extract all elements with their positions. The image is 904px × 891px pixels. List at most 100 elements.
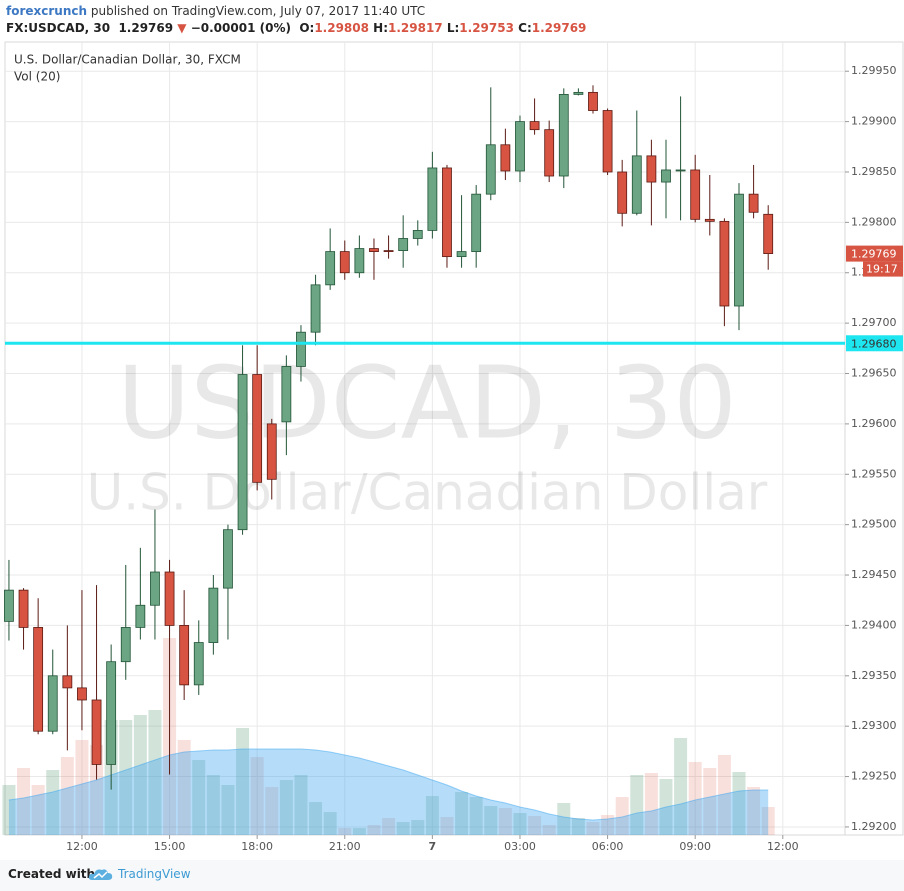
candle-body xyxy=(208,587,219,643)
level-label-box xyxy=(846,335,903,352)
y-tick-label: 1.29700 xyxy=(851,316,897,329)
candle-body xyxy=(748,193,759,213)
x-tick-label: 12:00 xyxy=(66,840,98,853)
volume-bar xyxy=(250,757,264,835)
header: forexcrunch published on TradingView.com… xyxy=(6,3,586,37)
volume-bar xyxy=(367,825,381,835)
candle-body xyxy=(675,169,686,172)
candle-body xyxy=(62,675,73,689)
candle-body xyxy=(515,121,525,172)
x-tick-label: 7 xyxy=(429,840,437,853)
candle-body xyxy=(237,374,248,531)
candle-body xyxy=(704,218,715,222)
watermark: USDCAD, 30 xyxy=(117,344,737,461)
author[interactable]: forexcrunch xyxy=(6,4,88,18)
volume-bar xyxy=(338,828,352,835)
volume-bar xyxy=(761,807,775,835)
volume-bar xyxy=(279,780,293,835)
volume-bar xyxy=(528,816,542,835)
symbol: FX:USDCAD, 30 xyxy=(6,21,111,35)
ohlc-value: 1.29769 xyxy=(531,21,587,35)
candle-body xyxy=(252,374,263,483)
candle-body xyxy=(354,248,365,274)
volume-bar xyxy=(732,772,746,835)
volume-bar xyxy=(586,822,600,835)
y-tick-label: 1.29500 xyxy=(851,518,897,531)
volume-bar xyxy=(674,738,688,835)
created-with: Created with xyxy=(8,867,96,881)
y-tick-label: 1.29850 xyxy=(851,165,897,178)
volume-bar xyxy=(177,740,191,835)
header-line: forexcrunch published on TradingView.com… xyxy=(6,3,586,20)
ohlc-label: H: xyxy=(373,21,388,35)
countdown-label: 19:17 xyxy=(866,263,898,276)
volume-bar xyxy=(557,803,571,835)
candle-body xyxy=(617,171,628,214)
candle-body xyxy=(500,144,511,172)
volume-label: Vol (20) xyxy=(14,70,60,84)
candle-body xyxy=(558,93,569,177)
ohlc-label: C: xyxy=(518,21,532,35)
volume-bar xyxy=(236,728,250,835)
candle-body xyxy=(485,144,496,195)
volume-bar xyxy=(2,785,16,835)
ohlc-value: 1.29808 xyxy=(314,21,369,35)
volume-bar xyxy=(747,787,761,835)
x-tick-label: 15:00 xyxy=(154,840,186,853)
ohlc-label: L: xyxy=(446,21,460,35)
x-tick-label: 09:00 xyxy=(679,840,711,853)
brand[interactable]: TradingView xyxy=(118,867,191,881)
volume-bar xyxy=(31,785,45,835)
candle-body xyxy=(573,91,584,95)
ohlc-value: 1.29753 xyxy=(459,21,514,35)
volume-bar xyxy=(571,818,585,835)
candle-body xyxy=(135,604,146,628)
arrow: ▼ xyxy=(177,21,187,35)
x-tick-label: 21:00 xyxy=(329,840,361,853)
candle-body xyxy=(91,699,102,765)
y-tick-label: 1.29200 xyxy=(851,820,897,833)
y-tick-label: 1.29800 xyxy=(851,215,897,228)
candle-body xyxy=(77,687,87,701)
volume-bar xyxy=(382,818,396,835)
y-tick-label: 1.29900 xyxy=(851,115,897,128)
header-line: FX:USDCAD, 30 1.29769 ▼ −0.00001 (0%) O:… xyxy=(6,20,586,37)
candle-body xyxy=(690,169,701,220)
candle-body xyxy=(339,251,350,274)
candle-body xyxy=(412,230,423,239)
y-tick-label: 1.29300 xyxy=(851,719,897,732)
candle-body xyxy=(427,167,438,231)
volume-bar xyxy=(644,773,658,835)
y-tick-label: 1.29600 xyxy=(851,417,897,430)
candle-body xyxy=(296,331,306,367)
ohlc-value: 1.29817 xyxy=(388,21,443,35)
volume-bar xyxy=(513,813,527,835)
volume-bar xyxy=(498,808,512,835)
candle-body xyxy=(120,627,131,663)
watermark: U.S. Dollar/Canadian Dollar xyxy=(87,464,768,522)
candle-body xyxy=(33,627,44,732)
x-tick-label: 03:00 xyxy=(504,840,536,853)
volume-bar xyxy=(484,806,498,835)
candle-body xyxy=(223,529,233,589)
volume-bar xyxy=(265,787,279,835)
volume-bar xyxy=(192,760,206,835)
volume-bar xyxy=(396,822,410,835)
volume-bar xyxy=(411,820,425,835)
candle-body xyxy=(588,91,598,111)
volume-bar xyxy=(294,775,308,835)
last-price-label: 1.29769 xyxy=(851,248,897,261)
volume-bar xyxy=(90,745,104,835)
candle-body xyxy=(266,423,277,480)
logo[interactable] xyxy=(88,866,114,884)
candle-body xyxy=(661,169,671,183)
candle-body xyxy=(456,251,467,258)
candle-body xyxy=(164,571,175,626)
volume-bar xyxy=(309,802,323,835)
volume-bar xyxy=(425,796,439,835)
candle-body xyxy=(325,251,336,286)
y-tick-label: 1.29950 xyxy=(851,64,897,77)
volume-bar xyxy=(630,775,644,835)
volume-bar xyxy=(717,755,731,835)
